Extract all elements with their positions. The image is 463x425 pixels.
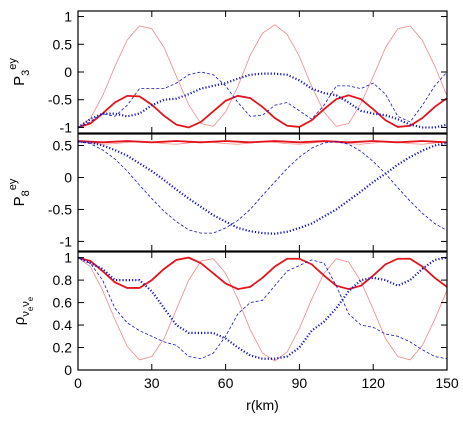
y-tick-label: -0.5 — [48, 201, 72, 217]
y-axis-label-part: ey — [7, 178, 19, 190]
y-tick-label: 0.2 — [53, 340, 73, 356]
x-tick-label: 30 — [144, 375, 160, 391]
y-tick-label: 0.5 — [53, 138, 73, 154]
plot-frame — [77, 251, 448, 371]
y-axis-label: P3ey — [7, 58, 32, 86]
series-line — [78, 24, 447, 128]
y-axis-label-part: 8 — [20, 190, 32, 196]
y-tick-label: 0 — [64, 362, 72, 378]
y-axis-label-part: 3 — [20, 70, 32, 76]
y-axis-label-part: e — [26, 306, 35, 311]
y-tick-label: -0.5 — [48, 92, 72, 108]
y-axis-label-part: e — [26, 296, 35, 301]
y-tick-label: 0.6 — [53, 295, 73, 311]
y-axis-label-part: ν — [20, 311, 32, 317]
y-tick-label: 0 — [64, 64, 72, 80]
plot-frame — [77, 10, 448, 134]
x-tick-label: 0 — [74, 375, 82, 391]
x-tick-label: 90 — [292, 375, 308, 391]
y-axis-label-part: P — [11, 76, 28, 86]
y-axis-label: ρνeνe — [11, 296, 35, 325]
y-tick-label: -1 — [60, 233, 73, 249]
y-tick-label: 1 — [64, 250, 72, 266]
series-line — [78, 71, 447, 128]
series-line — [78, 72, 447, 129]
series-line — [78, 257, 447, 362]
y-tick-label: 0.8 — [53, 272, 73, 288]
x-axis-label: r(km) — [246, 397, 279, 413]
y-tick-label: 0.5 — [53, 36, 73, 52]
y-axis-label-part: ν — [20, 301, 32, 307]
y-axis-label-part: ey — [7, 58, 19, 70]
series-line — [78, 94, 447, 129]
series-line — [78, 256, 447, 291]
y-axis-label: P8ey — [7, 178, 32, 206]
x-tick-label: 60 — [218, 375, 234, 391]
x-tick-label: 150 — [435, 375, 459, 391]
series-line — [78, 256, 447, 360]
y-tick-label: 0 — [64, 169, 72, 185]
plot-frame — [77, 133, 448, 252]
series-line — [78, 257, 447, 360]
y-tick-label: 0.4 — [53, 317, 73, 333]
y-axis-label-part: P — [11, 196, 28, 206]
y-tick-label: -1 — [60, 119, 73, 135]
x-tick-label: 120 — [362, 375, 386, 391]
y-axis-label-part: ρ — [11, 317, 28, 326]
series-line — [78, 140, 447, 235]
series-line — [78, 140, 447, 144]
series-line — [78, 141, 447, 234]
y-tick-label: 1 — [64, 9, 72, 25]
